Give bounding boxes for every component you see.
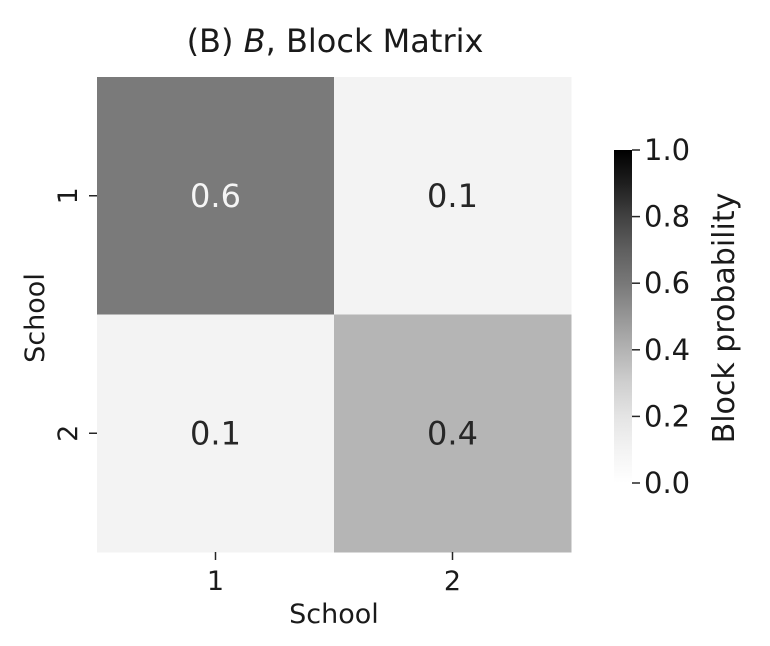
- heatmap-cell-r2-c1: [97, 314, 335, 553]
- colorbar-tick-label: 1.0: [644, 133, 690, 167]
- heatmap-cell-value: 0.6: [190, 177, 241, 215]
- x-tick-label: 1: [207, 566, 224, 597]
- chart-title: (B) B, Block Matrix: [187, 22, 484, 60]
- y-tick-label: 1: [53, 187, 84, 204]
- colorbar-tick-label: 0.0: [644, 466, 690, 500]
- x-axis-label: School: [289, 599, 379, 630]
- colorbar-tick-label: 0.6: [644, 266, 690, 300]
- colorbar: [614, 150, 632, 483]
- colorbar-ticks: 0.0 0.2 0.4 0.6 0.8 1.0: [632, 133, 690, 500]
- colorbar-tick-label: 0.2: [644, 399, 690, 433]
- heatmap-cell-labels: 0.6 0.1 0.1 0.4: [190, 177, 478, 453]
- colorbar-tick-label: 0.4: [644, 333, 690, 367]
- heatmap-cell-value: 0.1: [190, 414, 241, 452]
- y-tick-label: 2: [53, 425, 84, 442]
- colorbar-tick-label: 0.8: [644, 200, 690, 234]
- heatmap-cell-value: 0.4: [427, 414, 478, 452]
- heatmap-cell-r1-c2: [334, 77, 572, 315]
- heatmap-cell-r2-c2: [334, 314, 572, 553]
- heatmap-cell-value: 0.1: [427, 177, 478, 215]
- heatmap-cells: [97, 77, 572, 553]
- x-tick-label: 2: [444, 566, 461, 597]
- heatmap-cell-r1-c1: [97, 77, 335, 315]
- y-axis-label: School: [20, 273, 51, 363]
- colorbar-label: Block probability: [707, 193, 742, 444]
- y-axis-ticks: 12: [53, 187, 97, 442]
